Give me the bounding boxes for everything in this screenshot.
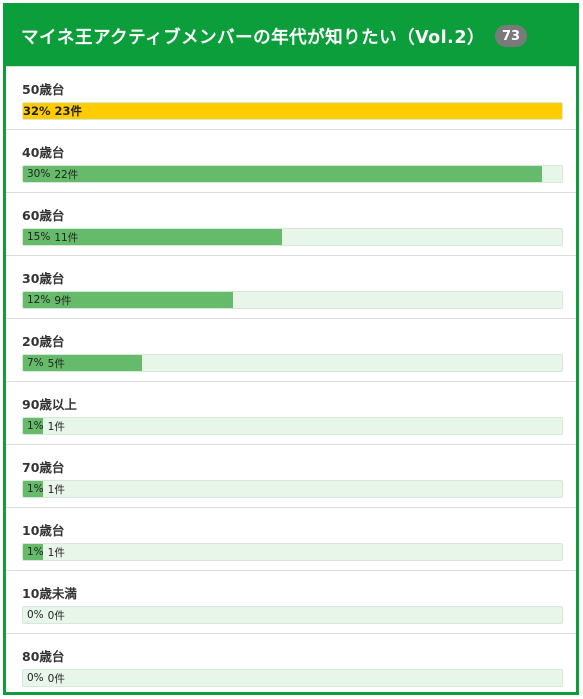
- result-bar-track: 1% 1件: [22, 480, 563, 498]
- poll-option[interactable]: 10歳未満 0% 0件: [6, 570, 576, 633]
- result-bar-track: 15% 11件: [22, 228, 563, 246]
- votes-text: 1件: [47, 483, 65, 496]
- poll-option[interactable]: 10歳台 1% 1件: [6, 507, 576, 570]
- votes-text: 5件: [47, 357, 65, 370]
- result-bar-fill: [23, 166, 542, 182]
- option-label: 80歳台: [22, 649, 65, 664]
- option-label: 50歳台: [22, 82, 65, 97]
- poll-title: マイネ王アクティブメンバーの年代が知りたい（Vol.2）: [21, 27, 486, 48]
- percent-text: 0%: [27, 609, 44, 621]
- vote-count-badge: 73: [495, 25, 528, 47]
- option-label: 40歳台: [22, 145, 65, 160]
- votes-text: 1件: [47, 420, 65, 433]
- percent-text: 32%: [23, 104, 51, 118]
- result-bar-fill: [23, 292, 234, 308]
- result-text: 0% 0件: [27, 607, 65, 623]
- result-bar-fill: [23, 544, 43, 560]
- poll-option[interactable]: 60歳台 15% 11件: [6, 192, 576, 255]
- votes-text: 1件: [47, 546, 65, 559]
- votes-text: 0件: [47, 672, 65, 685]
- poll-option[interactable]: 80歳台 0% 0件: [6, 633, 576, 696]
- result-bar-track: 1% 1件: [22, 543, 563, 561]
- poll-widget: マイネ王アクティブメンバーの年代が知りたい（Vol.2） 73 50歳台 32% 2…: [3, 3, 579, 695]
- result-bar-track: 0% 0件: [22, 606, 563, 624]
- option-label: 70歳台: [22, 460, 65, 475]
- result-text: 12% 9件: [27, 292, 72, 308]
- votes-text: 11件: [54, 231, 79, 244]
- result-text: 32% 23件: [23, 103, 82, 119]
- percent-text: 7%: [27, 357, 44, 369]
- result-bar-track: 12% 9件: [22, 291, 563, 309]
- result-bar-track: 30% 22件: [22, 165, 563, 183]
- result-bar-fill: [23, 481, 43, 497]
- option-label: 90歳以上: [22, 397, 77, 412]
- result-text: 1% 1件: [27, 544, 65, 560]
- poll-option[interactable]: 90歳以上 1% 1件: [6, 381, 576, 444]
- option-label: 10歳台: [22, 523, 65, 538]
- poll-option[interactable]: 40歳台 30% 22件: [6, 129, 576, 192]
- percent-text: 1%: [27, 483, 44, 495]
- result-bar-track: 0% 0件: [22, 669, 563, 687]
- option-label: 30歳台: [22, 271, 65, 286]
- votes-text: 9件: [54, 294, 72, 307]
- percent-text: 30%: [27, 168, 51, 180]
- percent-text: 0%: [27, 672, 44, 684]
- result-bar-fill: [23, 229, 282, 245]
- option-label: 20歳台: [22, 334, 65, 349]
- result-bar-track: 32% 23件: [22, 102, 563, 120]
- result-text: 30% 22件: [27, 166, 78, 182]
- result-bar-fill: [23, 418, 43, 434]
- result-text: 1% 1件: [27, 481, 65, 497]
- poll-header: マイネ王アクティブメンバーの年代が知りたい（Vol.2） 73: [6, 6, 576, 66]
- result-text: 1% 1件: [27, 418, 65, 434]
- result-text: 15% 11件: [27, 229, 78, 245]
- votes-text: 22件: [54, 168, 79, 181]
- percent-text: 1%: [27, 546, 44, 558]
- votes-text: 23件: [54, 104, 83, 118]
- result-bar-track: 1% 1件: [22, 417, 563, 435]
- poll-options-list: 50歳台 32% 23件 40歳台 30% 22件 60歳台 15% 11件 30歳台 12% 9件 2…: [6, 66, 576, 696]
- result-bar-fill: [23, 103, 562, 119]
- percent-text: 12%: [27, 294, 51, 306]
- percent-text: 15%: [27, 231, 51, 243]
- percent-text: 1%: [27, 420, 44, 432]
- option-label: 60歳台: [22, 208, 65, 223]
- poll-option[interactable]: 70歳台 1% 1件: [6, 444, 576, 507]
- poll-option[interactable]: 50歳台 32% 23件: [6, 66, 576, 129]
- option-label: 10歳未満: [22, 586, 77, 601]
- result-text: 7% 5件: [27, 355, 65, 371]
- votes-text: 0件: [47, 609, 65, 622]
- result-bar-fill: [23, 355, 142, 371]
- poll-option[interactable]: 20歳台 7% 5件: [6, 318, 576, 381]
- poll-option[interactable]: 30歳台 12% 9件: [6, 255, 576, 318]
- result-bar-track: 7% 5件: [22, 354, 563, 372]
- result-text: 0% 0件: [27, 670, 65, 686]
